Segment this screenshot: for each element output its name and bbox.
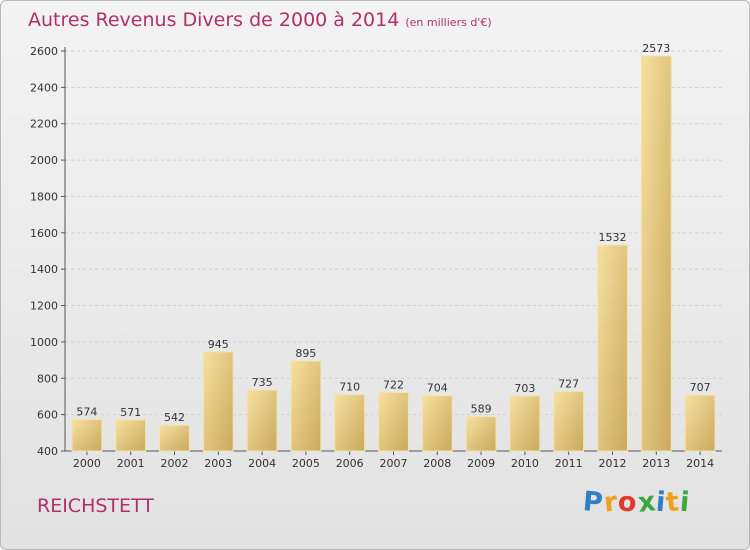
logo-letter: o	[616, 486, 640, 519]
x-tick-label-2010: 2010	[511, 457, 539, 470]
y-tick-label: 2000	[30, 154, 58, 167]
bar-2006	[334, 394, 366, 452]
x-tick-label-2003: 2003	[204, 457, 232, 470]
logo-letter: P	[581, 486, 606, 519]
x-tick-label-2012: 2012	[599, 457, 627, 470]
value-label-2011: 727	[558, 378, 579, 391]
value-label-2003: 945	[208, 338, 229, 351]
y-tick-label: 1200	[30, 300, 58, 313]
value-label-2005: 895	[295, 347, 316, 360]
y-tick-label: 2400	[30, 81, 58, 94]
bar-2005	[290, 360, 322, 452]
value-label-2000: 574	[76, 405, 97, 418]
value-label-2010: 703	[514, 382, 535, 395]
x-tick-labels: 2000 2001 2002 2003 2004 2005 2006 2007 2008 2009…	[73, 457, 714, 470]
x-tick-label-2007: 2007	[380, 457, 408, 470]
bar-2009	[465, 416, 497, 452]
chart-title-row: Autres Revenus Divers de 2000 à 2014 (en …	[28, 9, 492, 31]
value-label-2007: 722	[383, 378, 404, 391]
value-label-2014: 707	[690, 381, 711, 394]
y-tick-label: 800	[37, 372, 58, 385]
chart-subtitle: (en milliers d'€)	[405, 16, 492, 29]
y-tick-label: 1800	[30, 190, 58, 203]
bar-2010	[509, 395, 541, 452]
y-tick-label: 600	[37, 409, 58, 422]
y-tick-label: 1400	[30, 263, 58, 276]
logo-letter: i	[678, 486, 692, 519]
value-label-2013: 2573	[642, 42, 670, 55]
location-name: REICHSTETT	[37, 495, 154, 517]
y-tick-label: 400	[37, 445, 58, 458]
x-tick-label-2013: 2013	[642, 457, 670, 470]
chart-title: Autres Revenus Divers de 2000 à 2014	[28, 9, 400, 31]
bars	[71, 55, 716, 452]
bar-2007	[378, 391, 409, 452]
value-label-2009: 589	[471, 403, 492, 416]
x-tick-label-2009: 2009	[467, 457, 495, 470]
x-tick-label-2002: 2002	[161, 457, 189, 470]
x-tick-label-2004: 2004	[248, 457, 276, 470]
x-tick-label-2000: 2000	[73, 457, 101, 470]
y-tick-label: 1000	[30, 336, 58, 349]
y-tick-label: 2600	[30, 45, 58, 58]
value-label-2001: 571	[120, 406, 141, 419]
bar-2008	[421, 395, 453, 452]
bar-2000	[71, 418, 103, 452]
bar-2011	[553, 391, 585, 452]
value-label-2008: 704	[427, 382, 448, 395]
x-tick-label-2006: 2006	[336, 457, 364, 470]
y-tick-labels: 400 600 800 1000 1200 1400 1600 1800 2000 2200 240…	[30, 45, 58, 458]
bar-2002	[159, 424, 190, 452]
y-tick-label: 2200	[30, 118, 58, 131]
y-tick-label: 1600	[30, 227, 58, 240]
x-tick-label-2008: 2008	[423, 457, 451, 470]
value-label-2012: 1532	[599, 231, 627, 244]
bar-2003	[202, 351, 234, 452]
bar-2001	[115, 419, 147, 452]
bar-2012	[597, 244, 628, 452]
bar-2013	[640, 55, 672, 452]
value-label-2006: 710	[339, 381, 360, 394]
x-tick-label-2014: 2014	[686, 457, 714, 470]
value-label-2004: 735	[252, 376, 273, 389]
x-tick-label-2011: 2011	[555, 457, 583, 470]
x-tick-label-2001: 2001	[117, 457, 145, 470]
value-label-2002: 542	[164, 411, 185, 424]
proxiti-logo: Proxiti	[581, 486, 692, 519]
x-tick-label-2005: 2005	[292, 457, 320, 470]
bar-2004	[246, 389, 278, 452]
bar-2014	[684, 394, 716, 452]
value-labels: 574 571 542 945 735 895 710 722 704 589 703 727 1532…	[76, 42, 710, 424]
